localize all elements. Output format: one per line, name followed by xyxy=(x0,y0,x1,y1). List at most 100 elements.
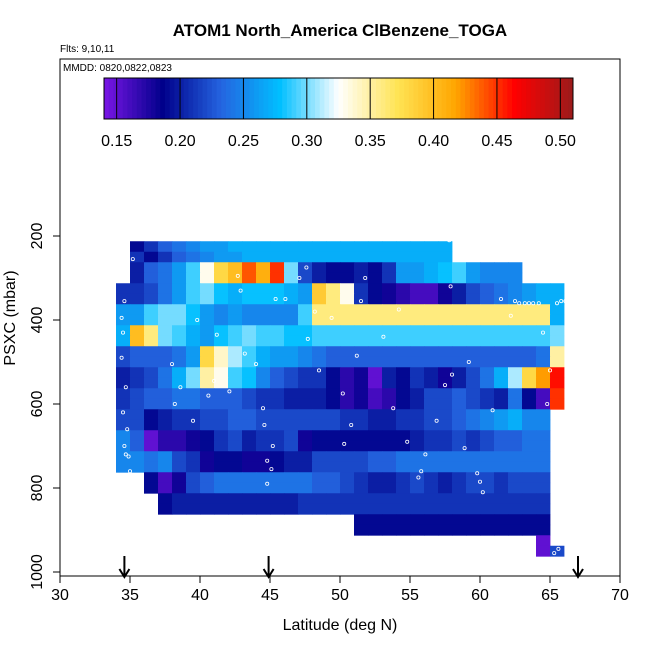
heatmap-cell xyxy=(214,293,229,305)
heatmap-cell xyxy=(536,419,551,431)
heatmap-cell xyxy=(158,398,173,410)
heatmap-cell xyxy=(438,430,453,442)
heatmap-cell xyxy=(200,493,215,505)
observation-point xyxy=(262,422,267,427)
heatmap-cell xyxy=(522,325,537,337)
colorbar-segment xyxy=(146,78,152,119)
heatmap-cell xyxy=(522,335,537,347)
heatmap-cell xyxy=(186,251,201,263)
heatmap-cell xyxy=(270,367,285,379)
heatmap-cell xyxy=(326,325,341,337)
heatmap-cell xyxy=(466,524,481,536)
heatmap-cell xyxy=(396,283,411,295)
colorbar-segment xyxy=(174,78,180,119)
observation-point xyxy=(169,362,174,367)
observation-point xyxy=(270,443,275,448)
heatmap-cell xyxy=(466,440,481,452)
heatmap-cell xyxy=(354,251,369,263)
heatmap-cell xyxy=(284,409,299,421)
heatmap-cell xyxy=(508,325,523,337)
heatmap-cell xyxy=(270,503,285,515)
heatmap-cell xyxy=(382,493,397,505)
observation-point xyxy=(490,408,495,413)
heatmap-cell xyxy=(256,430,271,442)
heatmap-cell xyxy=(508,388,523,400)
colorbar-segment xyxy=(108,78,114,119)
colorbar-segment xyxy=(333,78,339,119)
heatmap-cell xyxy=(242,346,257,358)
heatmap-cell xyxy=(144,251,159,263)
heatmap-cell xyxy=(158,272,173,284)
colorbar-segment xyxy=(193,78,199,119)
heatmap-cell xyxy=(228,451,243,463)
heatmap-cell xyxy=(116,409,131,421)
heatmap-cell xyxy=(242,377,257,389)
observation-point xyxy=(130,257,135,262)
heatmap-cell xyxy=(410,514,425,526)
heatmap-cell xyxy=(340,451,355,463)
heatmap-cell xyxy=(298,251,313,263)
heatmap-cell xyxy=(186,314,201,326)
heatmap-cell xyxy=(298,461,313,473)
heatmap-cell xyxy=(382,472,397,484)
heatmap-cell xyxy=(298,314,313,326)
heatmap-cell xyxy=(312,482,327,494)
heatmap-cell xyxy=(116,335,131,347)
heatmap-cell xyxy=(494,514,509,526)
observation-point xyxy=(316,368,321,373)
heatmap-cell xyxy=(130,304,145,316)
observation-point xyxy=(121,410,126,415)
heatmap-cell xyxy=(466,377,481,389)
heatmap-cell xyxy=(130,367,145,379)
heatmap-cell xyxy=(270,493,285,505)
heatmap-cell xyxy=(522,430,537,442)
observation-point xyxy=(214,332,219,337)
heatmap-cell xyxy=(438,472,453,484)
heatmap-cell xyxy=(452,514,467,526)
heatmap-cell xyxy=(494,272,509,284)
heatmap-cell xyxy=(508,514,523,526)
heatmap-cell xyxy=(144,356,159,368)
heatmap-cell xyxy=(186,241,201,253)
heatmap-cell xyxy=(172,251,187,263)
heatmap-cell xyxy=(200,503,215,515)
heatmap-cell xyxy=(228,304,243,316)
heatmap-cell xyxy=(326,440,341,452)
colorbar-segment xyxy=(319,78,325,119)
heatmap-cell xyxy=(536,493,551,505)
colorbar-segment xyxy=(329,78,335,119)
heatmap-cell xyxy=(424,335,439,347)
heatmap-cell xyxy=(214,451,229,463)
heatmap-cell xyxy=(340,346,355,358)
observation-point xyxy=(449,372,454,377)
heatmap-cell xyxy=(214,314,229,326)
heatmap-cell xyxy=(200,283,215,295)
heatmap-cell xyxy=(144,335,159,347)
colorbar-segment xyxy=(169,78,175,119)
heatmap-cell xyxy=(200,461,215,473)
heatmap-cell xyxy=(158,356,173,368)
heatmap-cell xyxy=(438,346,453,358)
colorbar-segment xyxy=(436,78,443,119)
heatmap-cell xyxy=(424,524,439,536)
heatmap-cell xyxy=(410,241,425,253)
heatmap-cell xyxy=(298,335,313,347)
flights-label: Flts: 9,10,11 xyxy=(60,44,115,55)
heatmap-cell xyxy=(466,493,481,505)
heatmap-cell xyxy=(466,346,481,358)
heatmap-cell xyxy=(242,251,257,263)
colorbar-segment xyxy=(282,78,288,119)
heatmap-cell xyxy=(410,335,425,347)
heatmap-cell xyxy=(172,346,187,358)
heatmap-cell xyxy=(466,398,481,410)
heatmap-cell xyxy=(536,293,551,305)
heatmap-cell xyxy=(340,241,355,253)
heatmap-cell xyxy=(200,398,215,410)
heatmap-cell xyxy=(382,377,397,389)
heatmap-cell xyxy=(144,482,159,494)
heatmap-cell xyxy=(172,388,187,400)
observation-point xyxy=(227,389,232,394)
heatmap-cell xyxy=(536,430,551,442)
colorbar-segment xyxy=(474,78,480,119)
heatmap-cell xyxy=(536,367,551,379)
